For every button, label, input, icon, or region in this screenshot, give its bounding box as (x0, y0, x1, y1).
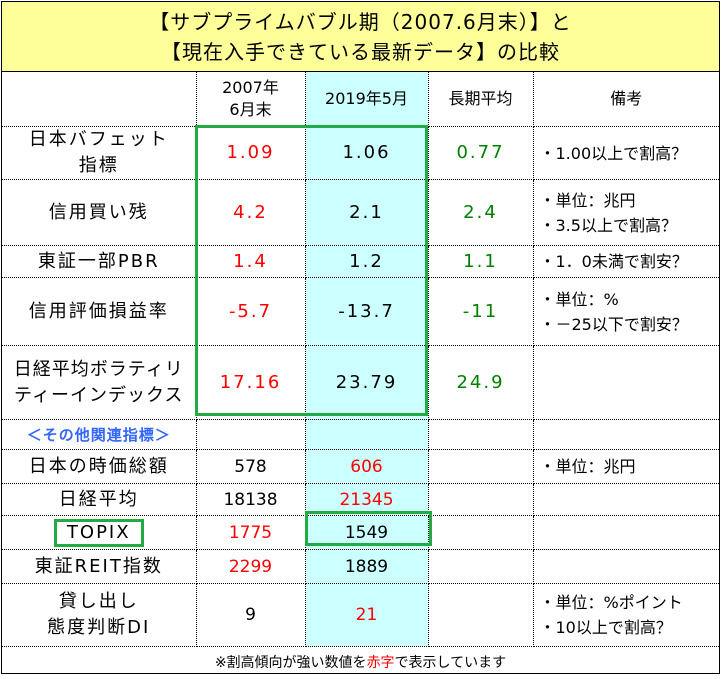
table-row: 日本の時価総額 578 606 ・単位：兆円 (2, 449, 719, 484)
table-row: TOPIX 1775 1549 (2, 515, 719, 550)
row-label: 日経平均 (2, 483, 197, 516)
header-row: 2007年 6月末 2019年5月 長期平均 備考 (2, 71, 719, 127)
footer-prefix: ※割高傾向が強い数値を (214, 654, 367, 671)
value-2007: 578 (195, 449, 306, 484)
note-line2: ・－25以下で割安？ (539, 314, 688, 334)
value-2007: 9 (195, 583, 306, 647)
value-avg: 24.9 (427, 345, 534, 420)
note-line2: ・10以上で割高？ (539, 618, 672, 637)
value-avg (427, 515, 534, 550)
table-row: 東証REIT指数 2299 1889 (2, 549, 719, 584)
value-2007: 1.09 (195, 126, 306, 180)
row-label: 日本の時価総額 (2, 449, 197, 484)
note (532, 549, 719, 584)
value-2007: 2299 (195, 549, 306, 584)
header-2019: 2019年5月 (304, 71, 429, 127)
value-avg (427, 449, 534, 484)
note-line2: ・3.5以上で割高？ (539, 215, 677, 235)
value-2019: 21345 (304, 483, 429, 516)
empty-cell (427, 419, 534, 450)
value-2019: 1.06 (304, 126, 429, 180)
row-label: 東証REIT指数 (2, 549, 197, 584)
value-2019: -13.7 (304, 277, 429, 346)
value-2007: 1.4 (195, 245, 306, 278)
value-avg: -11 (427, 277, 534, 346)
header-2007: 2007年 6月末 (195, 71, 306, 127)
header-long-term-avg: 長期平均 (427, 71, 534, 127)
sheet-title: 【サブプライムバブル期（2007.6月末）】と 【現在入手できている最新データ】… (2, 2, 719, 72)
row-label-line2: ティーインデックス (14, 384, 184, 406)
value-2019: 1889 (304, 549, 429, 584)
note-line1: ・1.00以上で割高？ (539, 143, 688, 163)
value-avg: 1.1 (427, 245, 534, 278)
row-label: 信用評価損益率 (2, 277, 197, 346)
value-2019: 1549 (304, 515, 429, 550)
footer-suffix: で表示しています (394, 654, 507, 671)
row-label-line1: 日本バフェット (28, 129, 169, 150)
note (532, 515, 719, 550)
value-avg: 0.77 (427, 126, 534, 180)
topix-highlight-box: TOPIX (53, 518, 144, 547)
footer-row: ※割高傾向が強い数値を赤字で表示しています (2, 646, 719, 679)
note: ・単位：兆円 (532, 449, 719, 484)
row-label: 信用買い残 (2, 179, 197, 246)
row-label-line1: 貸し出し (58, 591, 139, 612)
note: ・単位：兆円 ・3.5以上で割高？ (532, 179, 719, 246)
note: ・1．0未満で割安？ (532, 245, 719, 278)
empty-cell (195, 419, 306, 450)
empty-cell (532, 419, 719, 450)
header-2007-line1: 2007年 (222, 78, 279, 97)
table-row: 日経平均ボラティリ ティーインデックス 17.16 23.79 24.9 (2, 345, 719, 420)
value-avg (427, 583, 534, 647)
value-2007: 17.16 (195, 345, 306, 420)
table-row: 貸し出し 態度判断DI 9 21 ・単位：%ポイント ・10以上で割高？ (2, 583, 719, 647)
value-2007: 4.2 (195, 179, 306, 246)
value-2007: -5.7 (195, 277, 306, 346)
header-2007-line2: 6月末 (229, 100, 272, 119)
row-label: 日本バフェット 指標 (2, 126, 197, 180)
footer-note: ※割高傾向が強い数値を赤字で表示しています (2, 646, 719, 679)
value-avg: 2.4 (427, 179, 534, 246)
table-row: 信用買い残 4.2 2.1 2.4 ・単位：兆円 ・3.5以上で割高？ (2, 179, 719, 246)
value-2019: 23.79 (304, 345, 429, 420)
row-label: TOPIX (2, 515, 197, 550)
note-line1: ・単位：% (539, 289, 619, 309)
table-row: 東証一部PBR 1.4 1.2 1.1 ・1．0未満で割安？ (2, 245, 719, 278)
value-2019: 1.2 (304, 245, 429, 278)
row-label-line2: 態度判断DI (47, 617, 151, 638)
value-avg (427, 483, 534, 516)
section-row: ＜その他関連指標＞ (2, 419, 719, 450)
comparison-table: 2007年 6月末 2019年5月 長期平均 備考 日本バフェット 指標 1.0… (2, 71, 719, 679)
note-line1: ・単位：%ポイント (539, 593, 683, 612)
title-line-1: 【サブプライムバブル期（2007.6月末）】と (149, 9, 572, 34)
value-2019: 21 (304, 583, 429, 647)
value-2019: 2.1 (304, 179, 429, 246)
section-label: ＜その他関連指標＞ (2, 419, 197, 450)
row-label: 貸し出し 態度判断DI (2, 583, 197, 647)
note: ・1.00以上で割高？ (532, 126, 719, 180)
header-blank (2, 71, 197, 127)
value-2019: 606 (304, 449, 429, 484)
value-avg (427, 549, 534, 584)
value-2007: 1775 (195, 515, 306, 550)
note (532, 345, 719, 420)
note: ・単位：% ・－25以下で割安？ (532, 277, 719, 346)
row-label: 日経平均ボラティリ ティーインデックス (2, 345, 197, 420)
row-label-line1: 日経平均ボラティリ (13, 358, 184, 380)
note (532, 483, 719, 516)
value-2007: 18138 (195, 483, 306, 516)
empty-cell (304, 419, 429, 450)
table-row: 日経平均 18138 21345 (2, 483, 719, 516)
table-row: 信用評価損益率 -5.7 -13.7 -11 ・単位：% ・－25以下で割安？ (2, 277, 719, 346)
table-row: 日本バフェット 指標 1.09 1.06 0.77 ・1.00以上で割高？ (2, 126, 719, 180)
header-notes: 備考 (532, 71, 719, 127)
row-label: 東証一部PBR (2, 245, 197, 278)
title-line-2: 【現在入手できている最新データ】の比較 (161, 39, 560, 64)
note-line1: ・単位：兆円 (539, 190, 636, 210)
row-label-line2: 指標 (78, 155, 119, 176)
note: ・単位：%ポイント ・10以上で割高？ (532, 583, 719, 647)
footer-highlight: 赤字 (366, 654, 395, 671)
